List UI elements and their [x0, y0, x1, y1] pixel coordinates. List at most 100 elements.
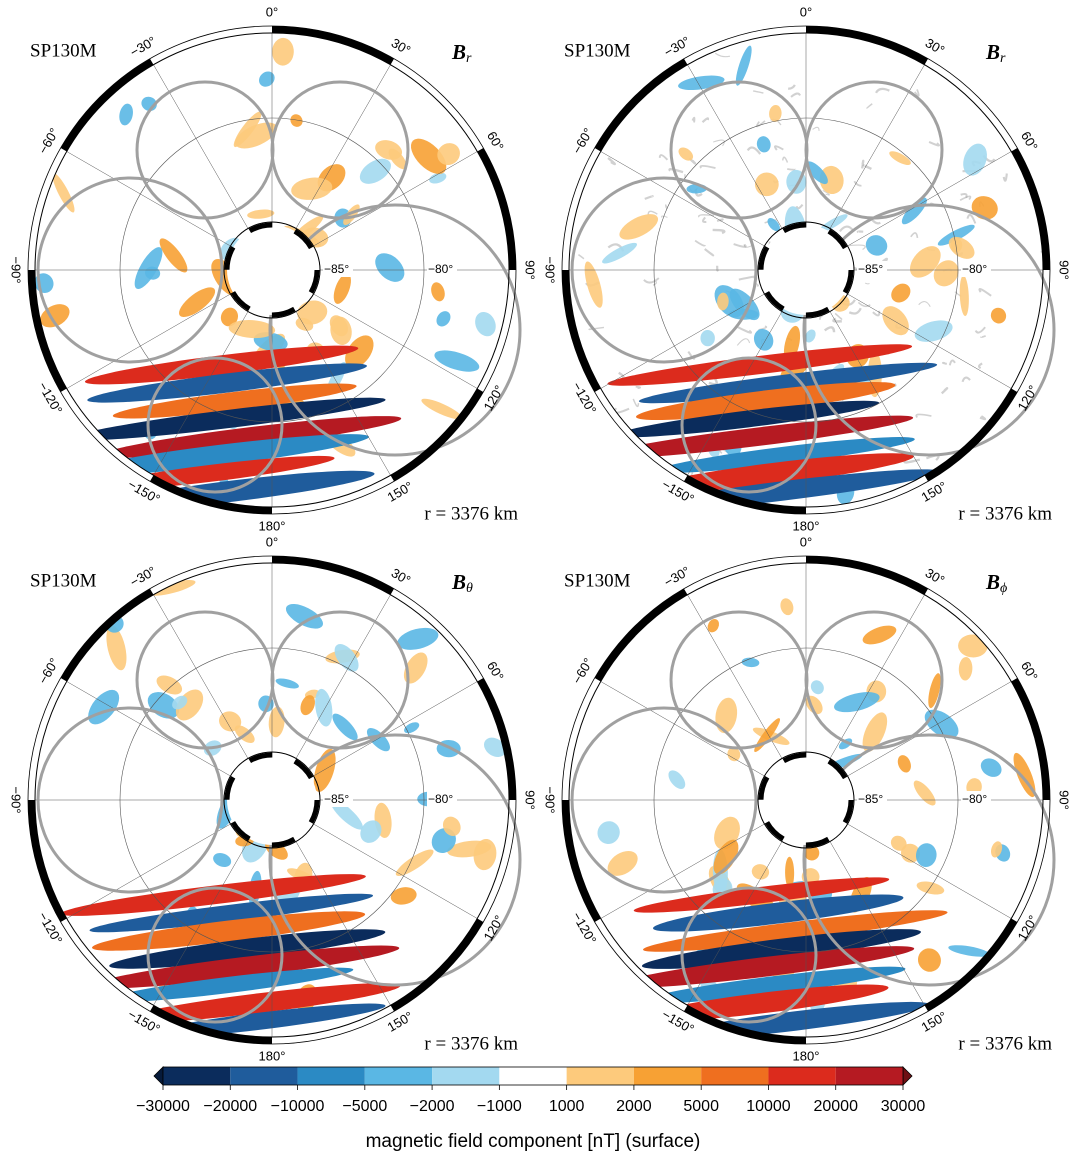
lat-label: −80°	[962, 262, 987, 276]
lon-label: 180°	[793, 1048, 820, 1063]
colorbar-tick-label: 2000	[616, 1098, 652, 1115]
lon-label: −60°	[569, 125, 596, 156]
lon-label: 150°	[919, 478, 950, 504]
colorbar-label: magnetic field component [nT] (surface)	[366, 1131, 701, 1152]
radius-label: r = 3376 km	[424, 1033, 518, 1054]
colorbar-tick-label: 20000	[813, 1098, 858, 1115]
lon-label: 30°	[923, 565, 948, 588]
lat-label: −85°	[858, 792, 883, 806]
lon-label: 60°	[484, 659, 507, 684]
component-subscript: ϕ	[1000, 581, 1007, 596]
component-symbol: B	[985, 40, 1000, 64]
colorbar-tick-label: −1000	[477, 1098, 522, 1115]
lon-label: 150°	[919, 1008, 950, 1034]
radius-label: r = 3376 km	[958, 1033, 1052, 1054]
lon-label: 30°	[923, 35, 948, 58]
relief-stroke	[943, 363, 947, 364]
lon-label: −90°	[9, 786, 24, 813]
lon-label: 0°	[266, 534, 278, 549]
radius-label: r = 3376 km	[424, 503, 518, 524]
lon-label: 0°	[800, 534, 812, 549]
lon-label: 180°	[793, 518, 820, 533]
colorbar-tick-label: −20000	[203, 1098, 257, 1115]
lon-label: −90°	[543, 256, 558, 283]
colorbar-box	[701, 1067, 768, 1085]
panel: 0°30°60°90°120°150°180°−150°−120°−90°−60…	[543, 4, 1072, 533]
lon-label: 60°	[1018, 659, 1041, 684]
lon-label: 60°	[484, 129, 507, 154]
component-subscript: r	[1000, 51, 1006, 66]
model-label: SP130M	[30, 570, 97, 591]
colorbar-box	[836, 1067, 903, 1085]
component-symbol: B	[451, 40, 466, 64]
lon-label: −30°	[661, 563, 692, 590]
lat-label: −85°	[324, 792, 349, 806]
colorbar-box	[163, 1067, 230, 1085]
lon-label: 0°	[266, 4, 278, 19]
lon-label: 60°	[1018, 129, 1041, 154]
lat-label: −85°	[324, 262, 349, 276]
lat-label: −80°	[428, 792, 453, 806]
colorbar-tick-label: 1000	[549, 1098, 585, 1115]
colorbar-box	[499, 1067, 566, 1085]
lon-label: −60°	[35, 655, 62, 686]
lon-label: 120°	[480, 913, 506, 944]
lon-label: 150°	[385, 478, 416, 504]
colorbar-tick-label: −30000	[136, 1098, 190, 1115]
component-label: Bθ	[451, 570, 473, 596]
panel: 0°30°60°90°120°150°180°−150°−120°−90°−60…	[9, 4, 538, 533]
lon-label: 30°	[389, 565, 414, 588]
lon-label: 30°	[389, 35, 414, 58]
colorbar-tick-label: −5000	[342, 1098, 387, 1115]
component-label: Br	[451, 40, 472, 66]
lon-label: −90°	[9, 256, 24, 283]
colorbar-box	[298, 1067, 365, 1085]
lat-label: −80°	[962, 792, 987, 806]
component-subscript: r	[466, 51, 472, 66]
panel: 0°30°60°90°120°150°180°−150°−120°−90°−60…	[543, 534, 1072, 1063]
colorbar-over	[903, 1067, 912, 1085]
lon-label: −30°	[661, 33, 692, 60]
lon-label: 120°	[480, 383, 506, 414]
relief-stroke	[787, 169, 794, 170]
lon-label: 90°	[1057, 260, 1072, 280]
colorbar-under	[154, 1067, 163, 1085]
colorbar-box	[365, 1067, 432, 1085]
lon-label: 0°	[800, 4, 812, 19]
model-label: SP130M	[30, 40, 97, 61]
lon-label: −60°	[35, 125, 62, 156]
colorbar-tick-label: −2000	[410, 1098, 455, 1115]
radius-label: r = 3376 km	[958, 503, 1052, 524]
colorbar-tick-label: −10000	[271, 1098, 325, 1115]
component-label: Br	[985, 40, 1006, 66]
lon-label: −60°	[569, 655, 596, 686]
colorbar-box	[567, 1067, 634, 1085]
colorbar-box	[432, 1067, 499, 1085]
lon-label: 120°	[1014, 913, 1040, 944]
lon-label: 90°	[523, 260, 538, 280]
model-label: SP130M	[564, 40, 631, 61]
colorbar-box	[768, 1067, 835, 1085]
lon-label: 90°	[1057, 790, 1072, 810]
lon-label: −30°	[127, 33, 158, 60]
lon-label: 90°	[523, 790, 538, 810]
component-subscript: θ	[466, 581, 473, 596]
colorbar-box	[634, 1067, 701, 1085]
lon-label: 120°	[1014, 383, 1040, 414]
lon-label: −30°	[127, 563, 158, 590]
relief-stroke	[862, 161, 863, 169]
colorbar-tick-label: 5000	[683, 1098, 719, 1115]
colorbar-box	[230, 1067, 297, 1085]
lon-label: 180°	[259, 518, 286, 533]
lon-label: −90°	[543, 786, 558, 813]
colorbar-tick-label: 10000	[746, 1098, 791, 1115]
figure: magnetic field component [nT] (surface) …	[0, 0, 1078, 1155]
lat-label: −80°	[428, 262, 453, 276]
component-symbol: B	[451, 570, 466, 594]
component-symbol: B	[985, 570, 1000, 594]
colorbar-tick-label: 30000	[881, 1098, 926, 1115]
component-label: Bϕ	[985, 570, 1007, 596]
model-label: SP130M	[564, 570, 631, 591]
lon-label: 150°	[385, 1008, 416, 1034]
panel: 0°30°60°90°120°150°180°−150°−120°−90°−60…	[9, 534, 538, 1063]
